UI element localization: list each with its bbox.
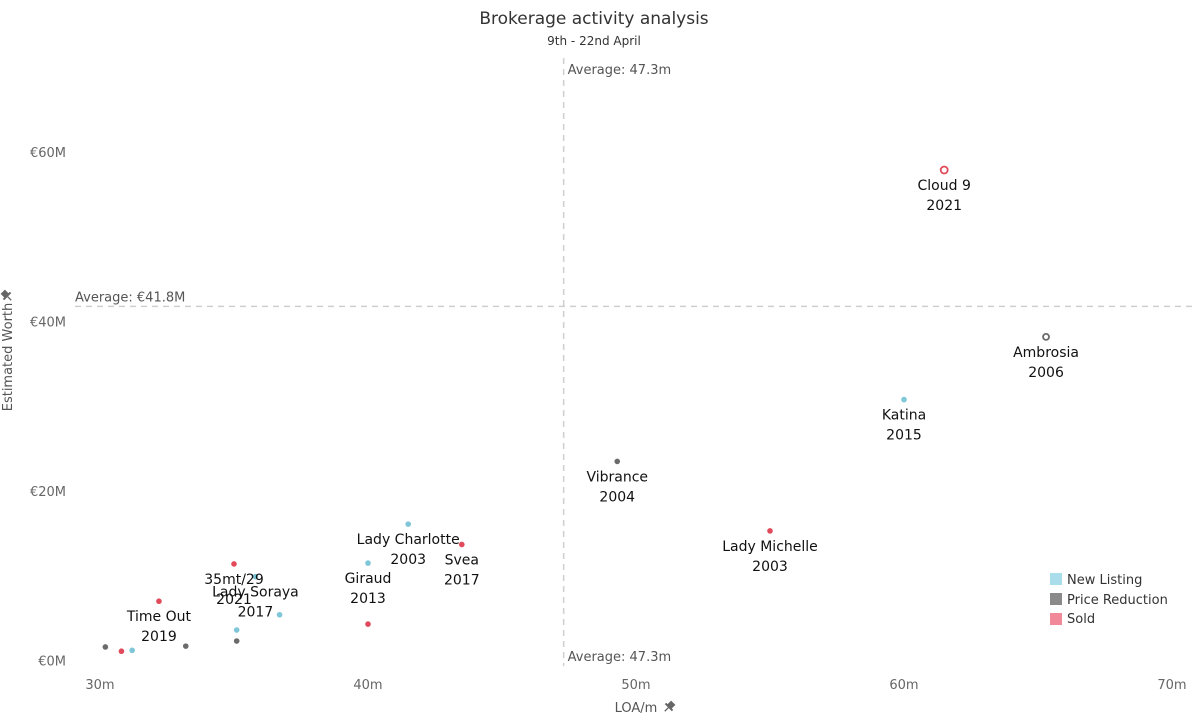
data-point-vibrance[interactable] xyxy=(614,458,621,465)
point-label-year: 2021 xyxy=(926,198,962,214)
point-label-year: 2019 xyxy=(141,629,177,645)
legend: New Listing Price Reduction Sold xyxy=(1050,573,1168,627)
y-tick-label: €40M xyxy=(30,316,66,331)
data-point-lady-charlotte[interactable] xyxy=(405,521,412,527)
y-axis-ticks: €0M €20M €40M €60M xyxy=(30,146,66,669)
x-tick-label: 40m xyxy=(353,678,382,693)
data-point-point-11[interactable] xyxy=(276,611,283,618)
average-loa-label-bottom: Average: 47.3m xyxy=(568,650,672,665)
y-axis-title-group[interactable]: Estimated Worth xyxy=(0,288,16,411)
point-label-name: Time Out xyxy=(126,609,192,625)
data-point-point-15[interactable] xyxy=(182,643,189,649)
point-label-year: 2017 xyxy=(238,605,274,621)
average-worth-label: Average: €41.8M xyxy=(75,290,185,305)
point-label-name: Katina xyxy=(882,408,926,424)
chart-subtitle: 9th - 22nd April xyxy=(547,34,641,48)
data-point-point-12[interactable] xyxy=(233,627,240,633)
legend-swatch-price-reduction xyxy=(1050,593,1062,605)
legend-swatch-new-listing xyxy=(1050,573,1062,585)
y-tick-label: €20M xyxy=(30,485,66,500)
point-label-year: 2006 xyxy=(1028,365,1064,381)
data-points xyxy=(102,165,1050,655)
data-point-giraud[interactable] xyxy=(365,560,371,566)
y-tick-label: €60M xyxy=(30,146,66,161)
point-label-name: Svea xyxy=(445,552,479,568)
point-label-name: Cloud 9 xyxy=(918,178,971,194)
point-label-name: Giraud xyxy=(345,571,392,587)
data-point-cloud-9[interactable] xyxy=(939,165,949,175)
data-point-katina[interactable] xyxy=(901,396,907,403)
chart-title: Brokerage activity analysis xyxy=(479,9,708,29)
legend-label-sold[interactable]: Sold xyxy=(1067,612,1095,627)
point-label-year: 2021 xyxy=(216,592,252,608)
point-label-year: 2004 xyxy=(599,489,635,505)
legend-swatch-sold xyxy=(1050,613,1062,625)
pin-icon[interactable] xyxy=(0,288,15,304)
legend-label-price-reduction[interactable]: Price Reduction xyxy=(1067,593,1168,608)
data-point-svea[interactable] xyxy=(458,541,465,548)
x-axis-ticks: 30m 40m 50m 60m 70m xyxy=(85,678,1186,693)
point-label-name: Lady Michelle xyxy=(722,539,818,555)
data-point-time-out[interactable] xyxy=(156,598,162,605)
data-point-point-13[interactable] xyxy=(365,621,371,627)
pin-icon[interactable] xyxy=(661,699,677,715)
point-label-year: 2015 xyxy=(886,428,922,444)
data-point-lady-michelle[interactable] xyxy=(767,528,773,534)
average-reference-lines: Average: 47.3m Average: 47.3m Average: €… xyxy=(75,58,1196,666)
data-point-point-14[interactable] xyxy=(233,638,240,644)
point-labels: Cloud 9 2021 Ambrosia 2006 Katina 2015 Vibranc… xyxy=(126,178,1079,645)
point-label-year: 2003 xyxy=(752,559,788,575)
point-label-name: 35mt/29 xyxy=(204,572,263,588)
data-point-lady-soraya[interactable] xyxy=(252,573,259,580)
data-point-point-16[interactable] xyxy=(102,644,109,650)
point-label-year: 2003 xyxy=(390,552,426,568)
point-label-year: 2017 xyxy=(444,572,480,588)
x-tick-label: 30m xyxy=(85,678,114,693)
point-label-name: Lady Soraya xyxy=(212,585,299,601)
x-tick-label: 60m xyxy=(889,678,918,693)
x-axis-title: LOA/m xyxy=(615,701,658,716)
y-tick-label: €0M xyxy=(38,655,66,670)
x-tick-label: 70m xyxy=(1157,678,1186,693)
data-point-point-17[interactable] xyxy=(118,648,125,655)
data-point-point-18[interactable] xyxy=(129,647,135,654)
data-point-ambrosia[interactable] xyxy=(1042,332,1050,341)
data-point-35mt-29[interactable] xyxy=(231,561,237,567)
y-axis-title: Estimated Worth xyxy=(1,303,16,412)
average-loa-label-top: Average: 47.3m xyxy=(568,63,672,78)
point-label-name: Vibrance xyxy=(586,469,648,485)
legend-label-new-listing[interactable]: New Listing xyxy=(1067,573,1142,588)
x-tick-label: 50m xyxy=(621,678,650,693)
point-label-name: Lady Charlotte xyxy=(357,532,460,548)
point-label-name: Ambrosia xyxy=(1013,345,1079,361)
x-axis-title-group[interactable]: LOA/m xyxy=(615,699,677,716)
point-label-year: 2013 xyxy=(350,591,386,607)
